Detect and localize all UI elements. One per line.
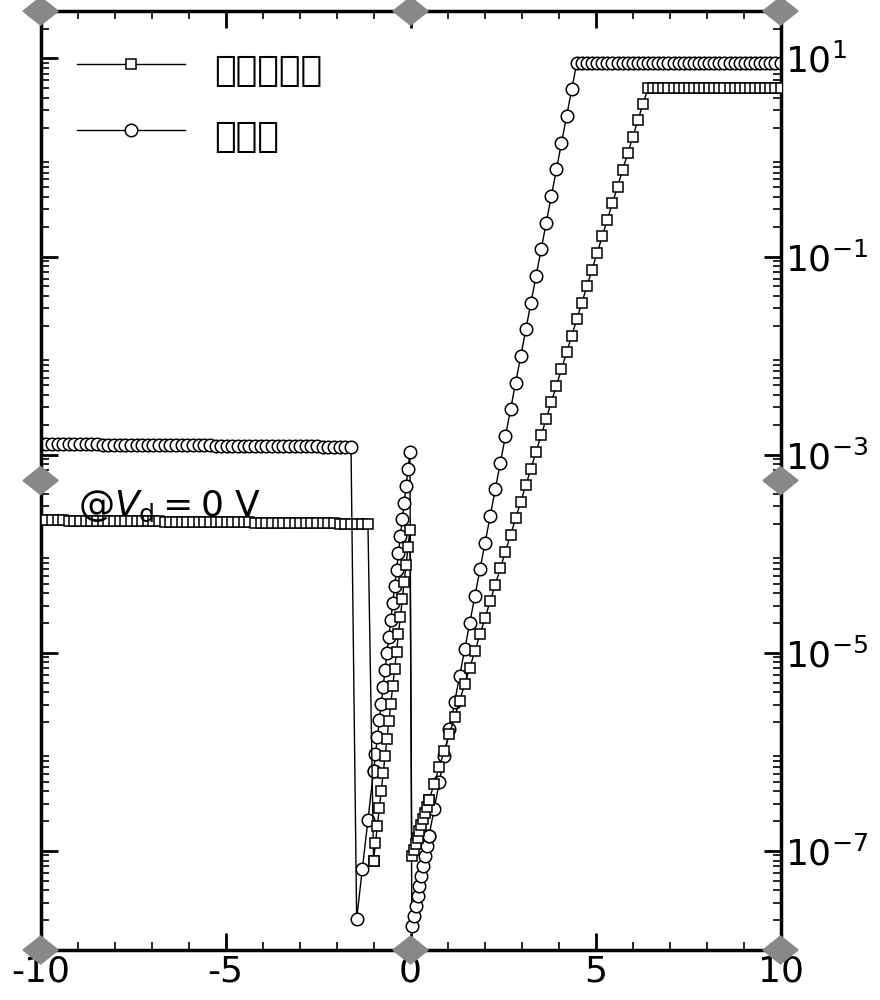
等离子处理 [495, 562, 506, 574]
未处理 [638, 57, 649, 69]
未处理 [216, 440, 226, 452]
未处理 [775, 57, 786, 69]
等离子处理 [744, 82, 755, 94]
等离子处理 [369, 855, 379, 867]
等离子处理 [424, 794, 435, 806]
等离子处理 [216, 516, 226, 528]
等离子处理 [35, 514, 46, 526]
未处理 [495, 457, 506, 469]
未处理 [407, 920, 417, 932]
Text: $@V_{\rm d}=0\ \rm V$: $@V_{\rm d}=0\ \rm V$ [77, 489, 261, 524]
未处理 [35, 438, 46, 450]
等离子处理 [633, 114, 643, 126]
等离子处理 [775, 82, 786, 94]
Legend: 等离子处理, 未处理: 等离子处理, 未处理 [59, 29, 341, 175]
未处理 [744, 57, 755, 69]
未处理 [424, 830, 435, 842]
Line: 等离子处理: 等离子处理 [36, 83, 785, 865]
等离子处理 [290, 517, 300, 529]
等离子处理 [642, 82, 653, 94]
Line: 未处理: 未处理 [34, 57, 787, 932]
未处理 [290, 440, 300, 452]
未处理 [571, 57, 582, 69]
